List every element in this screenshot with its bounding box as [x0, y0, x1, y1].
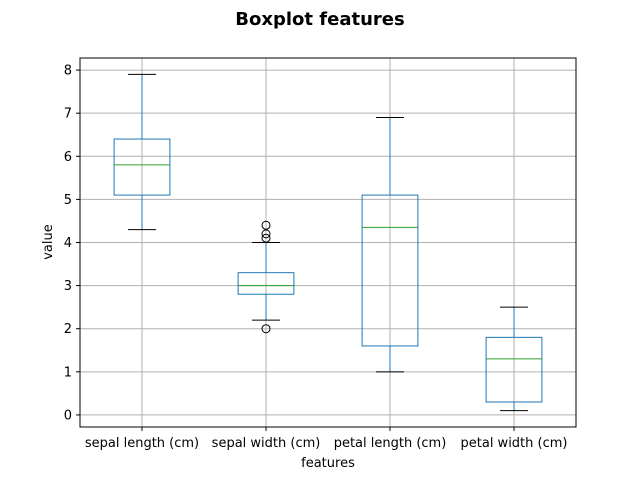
- x-tick-label: sepal width (cm): [212, 436, 321, 451]
- box-group: [113, 73, 171, 231]
- grid-layer: [80, 58, 576, 427]
- chart-title: Boxplot features: [235, 9, 404, 30]
- y-tick-label: 2: [64, 322, 72, 337]
- y-tick-label: 6: [64, 150, 72, 165]
- iqr-box: [485, 336, 543, 403]
- y-tick-label: 1: [64, 365, 72, 380]
- x-axis: sepal length (cm) sepal width (cm) petal l…: [85, 427, 568, 451]
- y-tick-label: 5: [64, 193, 72, 208]
- outlier-point: [261, 324, 271, 334]
- boxes-layer: [113, 73, 543, 412]
- outlier-point: [261, 220, 271, 230]
- x-axis-label: features: [301, 456, 355, 471]
- box-group: [485, 306, 543, 412]
- outlier-point: [261, 233, 271, 243]
- y-tick-label: 4: [64, 236, 72, 251]
- box-group: [361, 116, 419, 373]
- box-group: [237, 220, 295, 334]
- iqr-box: [361, 194, 419, 347]
- y-tick-label: 7: [64, 107, 72, 122]
- iqr-box: [113, 138, 171, 196]
- y-tick-label: 3: [64, 279, 72, 294]
- y-tick-label: 8: [64, 64, 72, 79]
- y-axis-label: value: [41, 224, 56, 260]
- x-tick-label: petal length (cm): [334, 436, 447, 451]
- x-tick-label: sepal length (cm): [85, 436, 199, 451]
- y-tick-label: 0: [64, 408, 72, 423]
- x-tick-label: petal width (cm): [461, 436, 568, 451]
- iqr-box: [237, 272, 295, 295]
- y-axis: 0 1 2 3 4 5 6 7 8: [64, 64, 80, 423]
- outlier-point: [261, 229, 271, 239]
